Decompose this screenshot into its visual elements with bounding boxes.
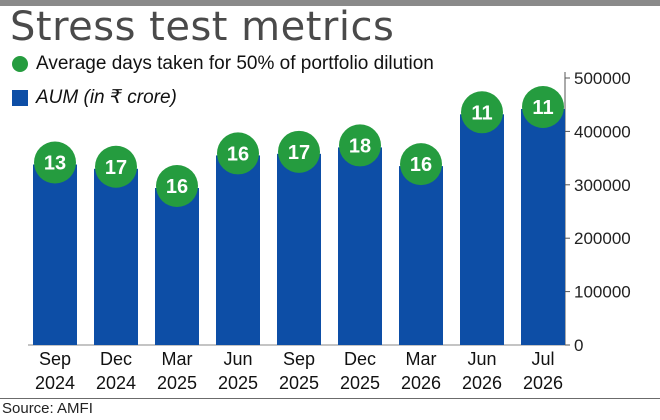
days-value-label: 16 — [166, 176, 188, 198]
chart-title: Stress test metrics — [10, 4, 395, 50]
days-value-label: 11 — [532, 97, 553, 119]
days-bubble — [95, 145, 137, 188]
x-tick-label-month: Dec — [100, 349, 132, 369]
x-tick-label-year: 2024 — [35, 373, 75, 393]
aum-bar — [155, 188, 199, 345]
y-tick-label: 200000 — [574, 229, 631, 248]
y-tick-label: 500000 — [574, 69, 631, 88]
source-note: Source: AMFI — [2, 400, 93, 417]
legend-blue-square-icon — [12, 89, 28, 106]
aum-bar — [94, 168, 138, 345]
x-tick-label-year: 2025 — [279, 373, 319, 393]
x-tick-label-year: 2026 — [462, 373, 502, 393]
days-value-label: 17 — [288, 142, 310, 164]
days-bubble — [278, 130, 320, 173]
y-tick-label: 300000 — [574, 176, 631, 195]
legend-days-label: Average days taken for 50% of portfolio … — [36, 53, 434, 74]
y-tick-label: 0 — [574, 336, 583, 355]
aum-bar — [216, 155, 260, 345]
days-bubble — [34, 141, 76, 184]
aum-bar — [460, 114, 504, 345]
x-tick-label-year: 2024 — [96, 373, 136, 393]
days-bubble — [217, 132, 259, 175]
header-rule — [0, 0, 660, 6]
aum-bar — [277, 153, 321, 345]
x-tick-label-month: Dec — [344, 349, 376, 369]
x-tick-label-year: 2026 — [523, 373, 563, 393]
x-tick-label-month: Mar — [406, 349, 437, 369]
aum-bar — [338, 147, 382, 345]
legend-aum: AUM (in ₹ crore) — [12, 86, 177, 109]
legend-green-dot-icon — [12, 56, 28, 72]
x-tick-label-month: Jun — [223, 349, 252, 369]
x-tick-label-month: Jul — [531, 349, 554, 369]
y-tick-label: 100000 — [574, 283, 631, 302]
x-tick-label-year: 2025 — [218, 373, 258, 393]
days-value-label: 11 — [471, 102, 492, 124]
x-tick-label-year: 2025 — [340, 373, 380, 393]
days-value-label: 16 — [410, 154, 432, 176]
days-value-label: 16 — [227, 143, 249, 165]
days-bubble — [522, 85, 564, 128]
days-bubble — [156, 165, 198, 208]
legend-days: Average days taken for 50% of portfolio … — [12, 53, 434, 75]
days-value-label: 17 — [105, 157, 127, 179]
days-value-label: 13 — [44, 153, 66, 175]
footer-divider — [0, 398, 660, 399]
days-bubble — [400, 143, 442, 186]
aum-bar — [521, 108, 565, 345]
days-bubble — [461, 91, 503, 134]
x-tick-label-year: 2025 — [157, 373, 197, 393]
x-tick-label-year: 2026 — [401, 373, 441, 393]
days-value-label: 18 — [349, 135, 371, 157]
days-bubble — [339, 124, 381, 167]
x-tick-label-month: Sep — [39, 349, 71, 369]
x-tick-label-month: Sep — [283, 349, 315, 369]
aum-bar — [399, 166, 443, 345]
legend-aum-label: AUM (in ₹ crore) — [36, 87, 177, 108]
bar-chart: 0 100000 200000 300000 400000 500000 13 Sep 2024… — [28, 69, 631, 393]
aum-bar — [33, 164, 77, 345]
y-tick-label: 400000 — [574, 122, 631, 141]
x-tick-label-month: Mar — [162, 349, 193, 369]
x-tick-label-month: Jun — [467, 349, 496, 369]
